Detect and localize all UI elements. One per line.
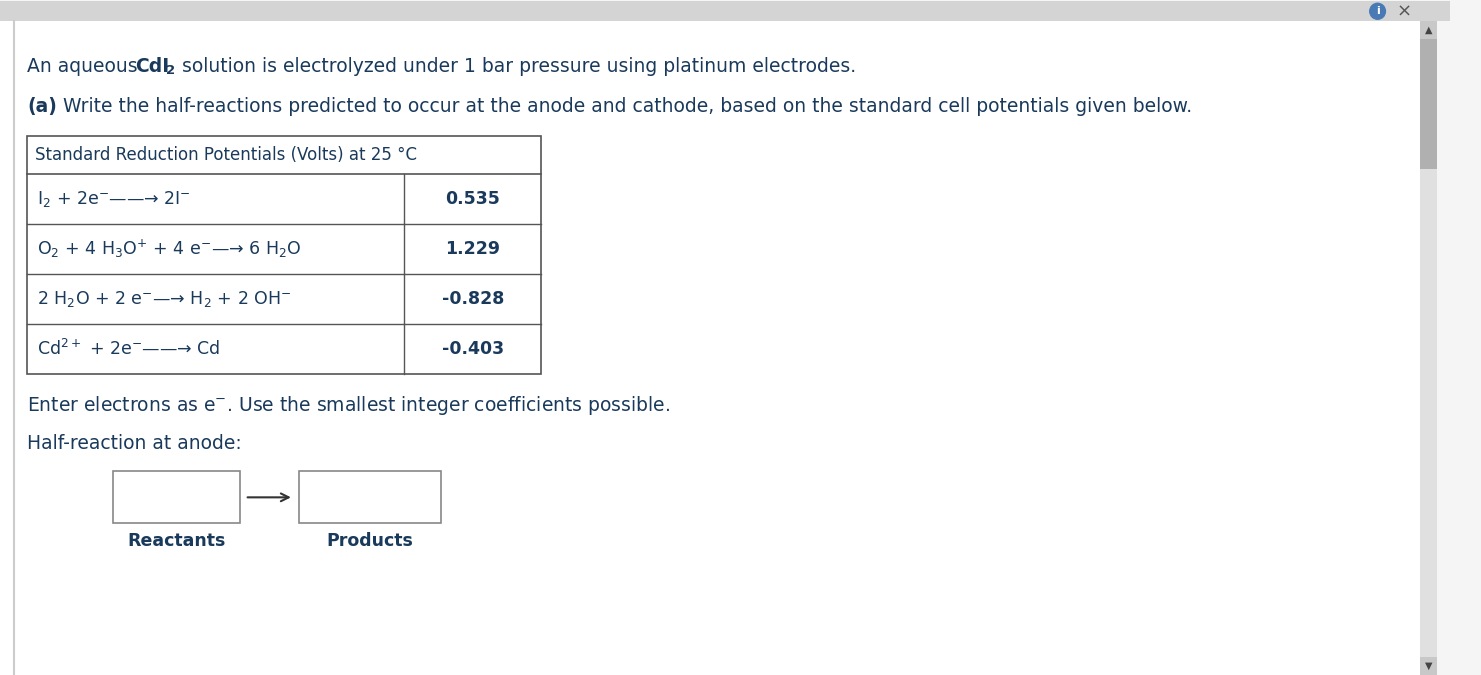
Text: CdI: CdI	[135, 57, 169, 76]
Text: -0.828: -0.828	[441, 290, 504, 308]
Text: -0.403: -0.403	[441, 340, 504, 358]
Bar	[299, 471, 440, 523]
Text: Write the half-reactions predicted to occur at the anode and cathode, based on t: Write the half-reactions predicted to oc…	[62, 97, 1192, 115]
Text: I$_2$ + 2e$^{-}$——→ 2I$^{-}$: I$_2$ + 2e$^{-}$——→ 2I$^{-}$	[37, 189, 191, 209]
Circle shape	[1370, 3, 1385, 20]
Text: ▲: ▲	[1425, 25, 1432, 35]
Bar	[1420, 39, 1438, 169]
Bar	[113, 471, 240, 523]
Bar	[1420, 657, 1438, 675]
Text: O$_2$ + 4 H$_3$O$^{+}$ + 4 e$^{-}$—→ 6 H$_2$O: O$_2$ + 4 H$_3$O$^{+}$ + 4 e$^{-}$—→ 6 H…	[37, 238, 302, 260]
Text: (a): (a)	[28, 97, 58, 115]
Text: Enter electrons as e$^{-}$. Use the smallest integer coefficients possible.: Enter electrons as e$^{-}$. Use the smal…	[28, 394, 671, 417]
Text: 0.535: 0.535	[446, 190, 501, 208]
Text: ▼: ▼	[1425, 661, 1432, 671]
Text: 1.229: 1.229	[446, 240, 501, 258]
Text: Standard Reduction Potentials (Volts) at 25 °C: Standard Reduction Potentials (Volts) at…	[36, 146, 418, 164]
Text: ×: ×	[1397, 2, 1411, 20]
Text: Cd$^{2+}$ + 2e$^{-}$——→ Cd: Cd$^{2+}$ + 2e$^{-}$——→ Cd	[37, 339, 221, 358]
Bar	[0, 1, 1450, 21]
Text: Half-reaction at anode:: Half-reaction at anode:	[28, 434, 243, 453]
Text: Reactants: Reactants	[127, 533, 225, 550]
Bar	[1420, 21, 1438, 39]
Text: 2: 2	[166, 63, 176, 77]
Text: solution is electrolyzed under 1 bar pressure using platinum electrodes.: solution is electrolyzed under 1 bar pre…	[176, 57, 856, 76]
Bar	[28, 136, 542, 373]
Text: Products: Products	[326, 533, 413, 550]
Text: An aqueous: An aqueous	[28, 57, 144, 76]
Text: 2 H$_2$O + 2 e$^{-}$—→ H$_2$ + 2 OH$^{-}$: 2 H$_2$O + 2 e$^{-}$—→ H$_2$ + 2 OH$^{-}…	[37, 289, 292, 308]
Bar	[1420, 21, 1438, 675]
Text: i: i	[1376, 6, 1379, 16]
